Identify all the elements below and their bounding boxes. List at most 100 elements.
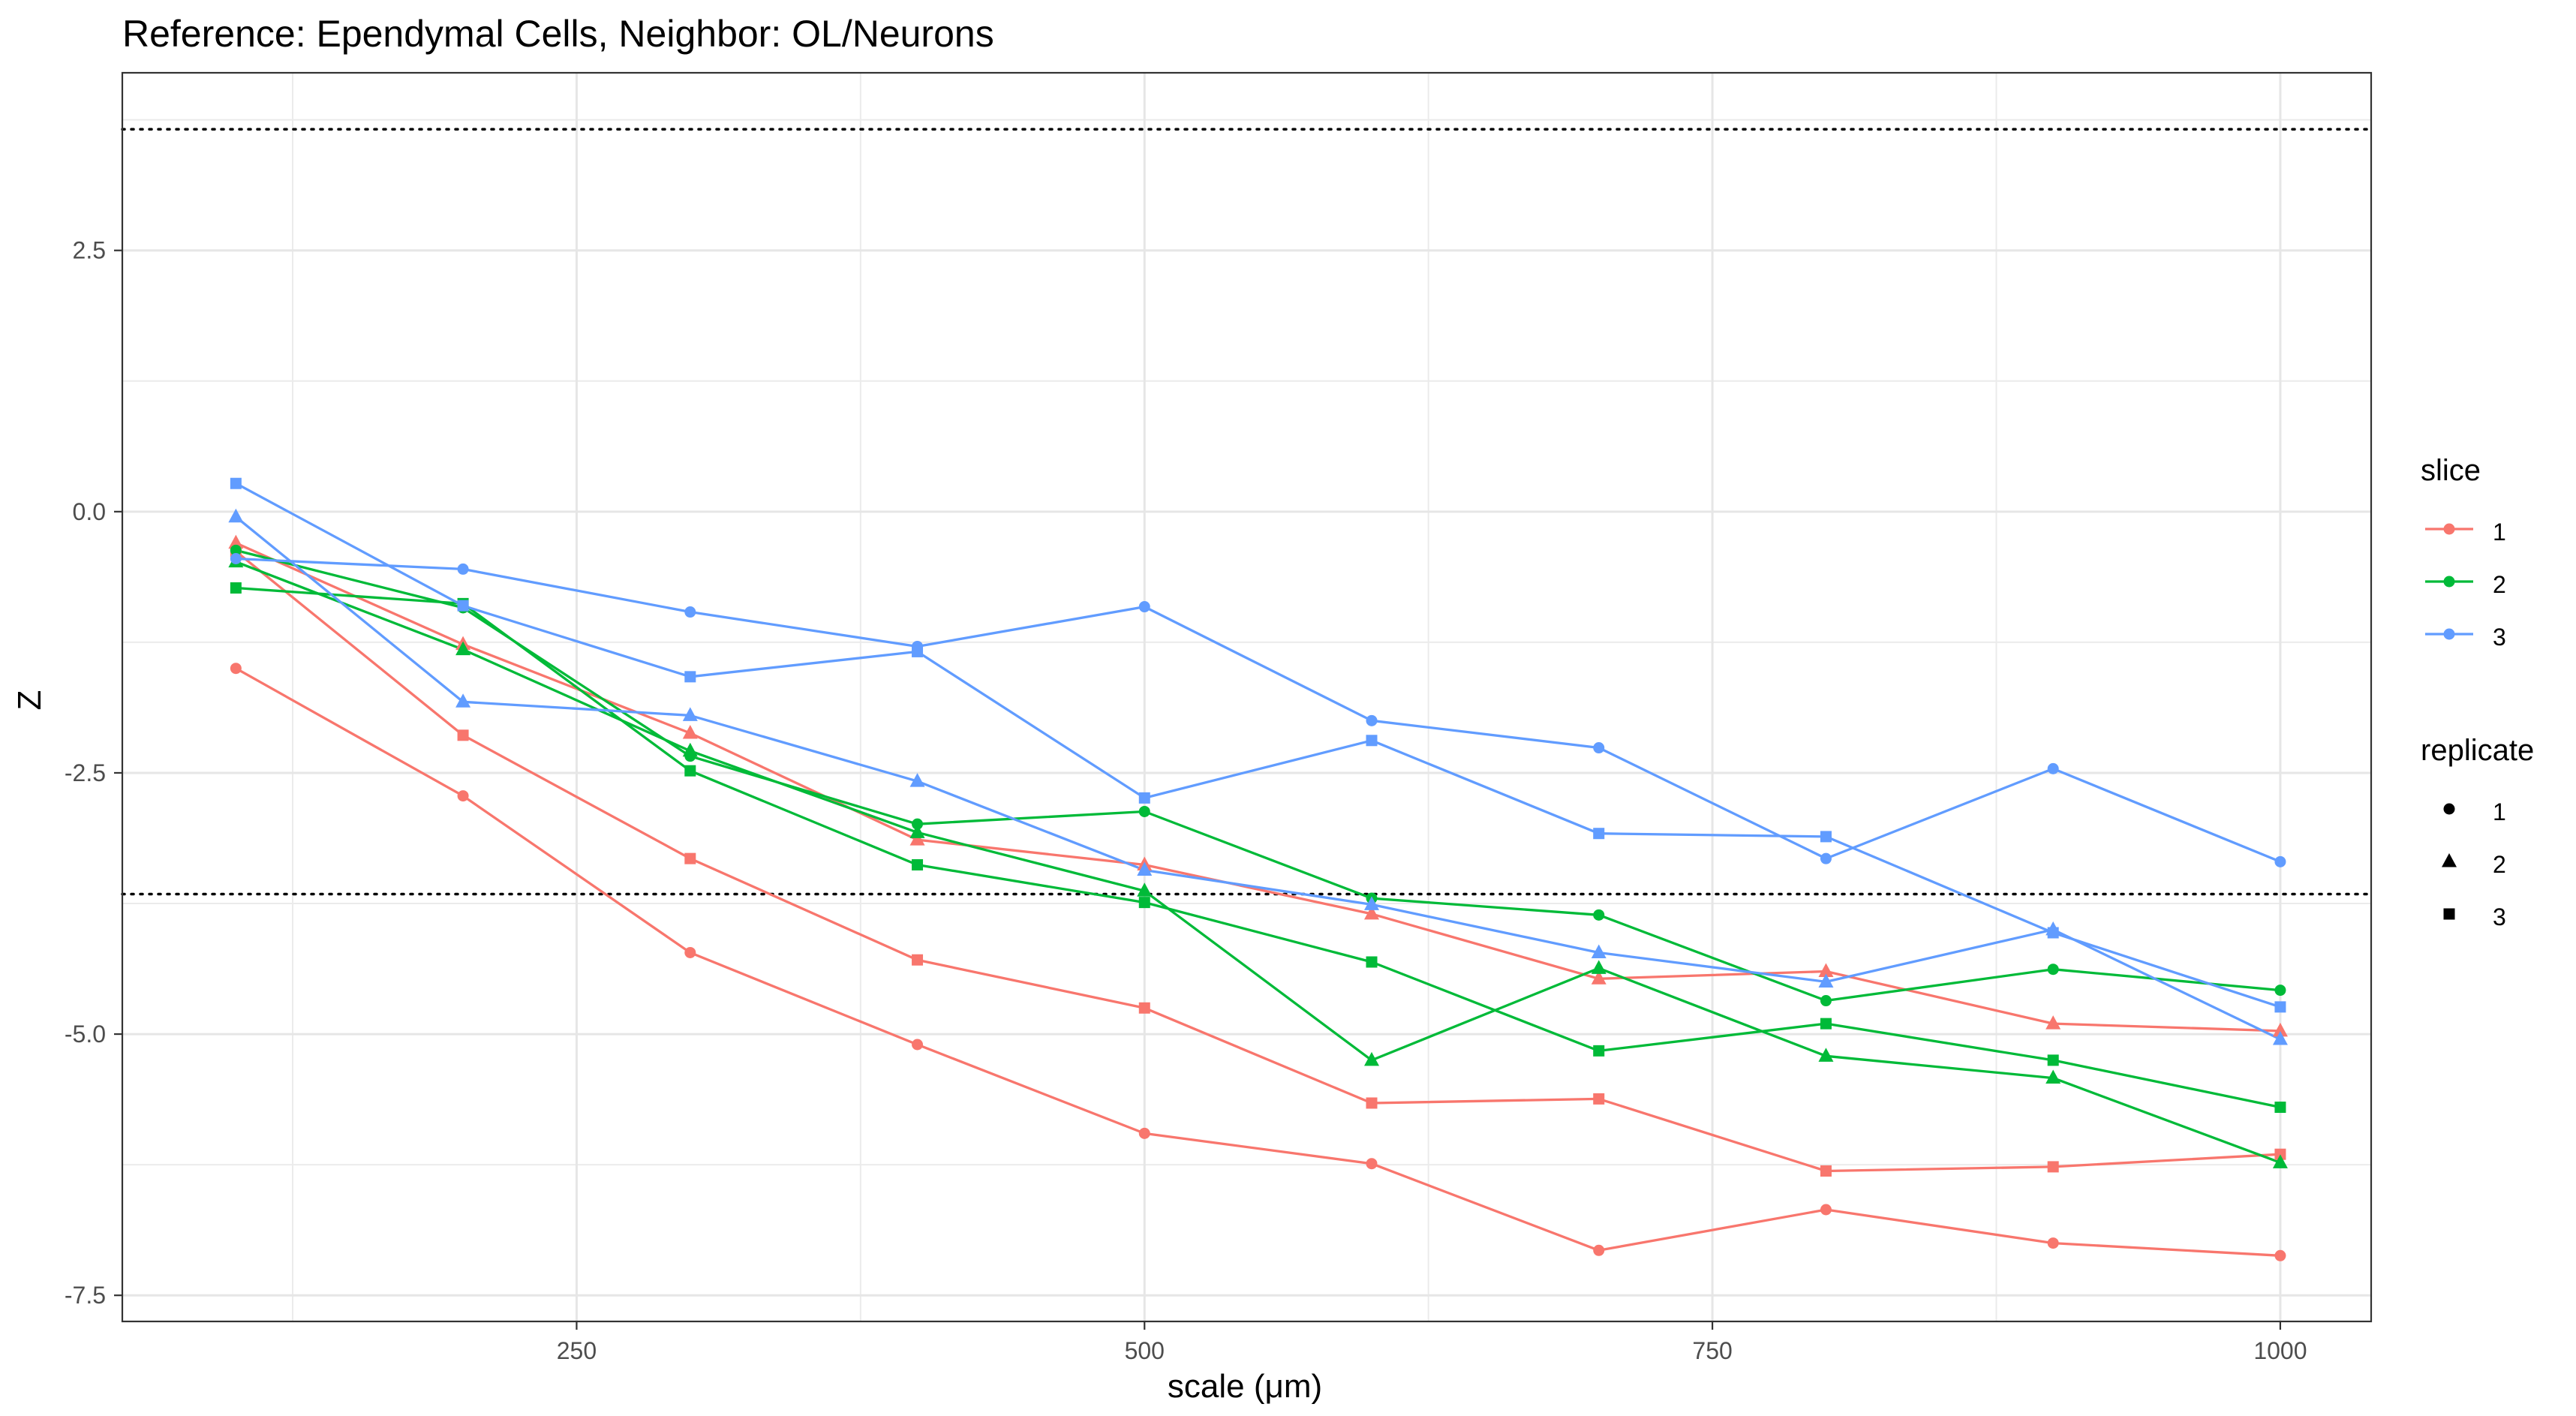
data-point-slice1-rep3 <box>2047 1161 2059 1173</box>
x-tick-label: 500 <box>1125 1337 1165 1364</box>
data-point-slice2-rep2 <box>2272 1154 2288 1168</box>
data-point-slice1-rep1 <box>1593 1244 1605 1256</box>
data-point-slice3-rep3 <box>1138 792 1150 804</box>
data-point-slice3-rep3 <box>1820 831 1832 843</box>
legend-slice-label-1: 1 <box>2493 519 2506 546</box>
y-axis-label: Z <box>11 690 48 711</box>
series-points <box>228 477 2288 1261</box>
data-point-slice3-rep2 <box>682 707 698 721</box>
series-line-slice3-rep2 <box>235 516 2281 1041</box>
legend-slice: slice 1 2 3 <box>2421 454 2506 651</box>
data-point-slice1-rep3 <box>1366 1097 1378 1109</box>
data-point-slice3-rep2 <box>1364 896 1379 910</box>
data-point-slice1-rep2 <box>682 725 698 739</box>
data-point-slice2-rep1 <box>2274 985 2286 997</box>
chart-title: Reference: Ependymal Cells, Neighbor: OL… <box>122 13 994 55</box>
data-point-slice2-rep2 <box>682 742 698 757</box>
x-tick-label: 1000 <box>2253 1337 2307 1364</box>
minor-gridlines <box>122 73 2371 1321</box>
series-line-slice3-rep1 <box>236 557 2281 863</box>
legend-slice-key-point-2 <box>2443 576 2455 588</box>
data-point-slice1-rep2 <box>1818 963 1834 978</box>
panel-background <box>122 73 2371 1321</box>
data-point-slice2-rep1 <box>1138 805 1150 817</box>
legend-replicate-label-3: 3 <box>2493 903 2506 930</box>
series-line-slice3-rep3 <box>235 482 2281 1009</box>
data-point-slice1-rep1 <box>684 946 696 958</box>
legend-slice-key-point-3 <box>2443 628 2455 640</box>
data-point-slice3-rep2 <box>455 693 471 708</box>
legend-slice-title: slice <box>2421 454 2481 487</box>
data-point-slice3-rep1 <box>684 606 696 618</box>
data-point-slice3-rep3 <box>2274 1001 2286 1013</box>
x-tick-label: 250 <box>557 1337 597 1364</box>
data-point-slice2-rep3 <box>684 765 696 777</box>
data-point-slice3-rep1 <box>2047 762 2059 774</box>
data-point-slice3-rep1 <box>1138 601 1150 613</box>
data-point-slice1-rep2 <box>2272 1022 2288 1037</box>
legend-slice-label-3: 3 <box>2493 624 2506 651</box>
data-point-slice2-rep3 <box>2047 1054 2059 1066</box>
y-tick-label: 0.0 <box>73 498 106 525</box>
data-point-slice3-rep2 <box>1137 861 1153 876</box>
data-point-slice1-rep1 <box>1366 1158 1378 1170</box>
y-tick-label: 2.5 <box>73 237 106 264</box>
data-point-slice1-rep1 <box>2047 1237 2059 1249</box>
legend-slice-keys <box>2425 523 2473 640</box>
x-axis-label: scale (μm) <box>1168 1368 1322 1405</box>
data-point-slice3-rep1 <box>457 563 469 575</box>
series-line-slice1-rep2 <box>235 542 2280 1033</box>
data-point-slice2-rep3 <box>230 582 242 594</box>
x-axis: 250 500 750 1000 <box>557 1321 2307 1364</box>
data-point-slice2-rep3 <box>1366 956 1378 968</box>
series-line-slice1-rep1 <box>235 667 2280 1257</box>
data-point-slice3-rep3 <box>1366 735 1378 747</box>
data-point-slice1-rep1 <box>2274 1249 2286 1261</box>
data-point-slice1-rep2 <box>909 831 925 846</box>
y-tick-label: -5.0 <box>65 1021 106 1048</box>
legend-replicate-keys <box>2442 803 2457 920</box>
series-line-slice2-rep1 <box>235 549 2281 1003</box>
data-point-slice3-rep3 <box>2047 927 2059 939</box>
data-point-slice3-rep1 <box>230 552 242 564</box>
panel-border <box>121 71 2373 1323</box>
reference-lines <box>121 128 2373 896</box>
data-point-slice1-rep3 <box>1593 1093 1605 1105</box>
data-point-slice1-rep3 <box>912 954 924 966</box>
data-point-slice2-rep3 <box>2274 1102 2286 1114</box>
data-point-slice3-rep1 <box>1820 852 1832 864</box>
data-point-slice1-rep1 <box>1138 1127 1150 1139</box>
data-point-slice2-rep1 <box>1593 909 1605 921</box>
data-point-slice2-rep2 <box>1364 1051 1379 1066</box>
data-point-slice3-rep3 <box>1593 828 1605 840</box>
data-point-slice1-rep3 <box>2274 1148 2286 1160</box>
legend-slice-key-point-1 <box>2443 523 2455 535</box>
data-point-slice2-rep1 <box>912 818 924 830</box>
data-point-slice3-rep2 <box>909 773 925 787</box>
data-point-slice3-rep2 <box>1818 973 1834 988</box>
legend-replicate-key-1 <box>2443 803 2455 815</box>
data-point-slice1-rep1 <box>912 1039 924 1051</box>
data-point-slice1-rep2 <box>228 534 244 549</box>
data-point-slice1-rep2 <box>1364 905 1379 920</box>
data-point-slice2-rep3 <box>912 858 924 870</box>
data-point-slice2-rep3 <box>1138 897 1150 909</box>
data-point-slice3-rep2 <box>2272 1031 2288 1045</box>
data-point-slice2-rep3 <box>1593 1045 1605 1057</box>
legend-replicate-key-3 <box>2443 908 2455 920</box>
legend-replicate-label-1: 1 <box>2493 798 2506 825</box>
data-point-slice2-rep1 <box>2047 964 2059 976</box>
data-point-slice3-rep3 <box>684 671 696 683</box>
data-point-slice1-rep3 <box>1820 1165 1832 1177</box>
data-point-slice1-rep3 <box>457 729 469 741</box>
major-gridlines <box>122 73 2371 1321</box>
legend-replicate: replicate 1 2 3 <box>2421 734 2534 930</box>
data-point-slice1-rep2 <box>2045 1015 2061 1030</box>
data-point-slice3-rep1 <box>2274 855 2286 867</box>
data-point-slice2-rep2 <box>455 641 471 656</box>
data-point-slice2-rep2 <box>1818 1048 1834 1062</box>
data-point-slice1-rep3 <box>684 852 696 864</box>
data-point-slice3-rep2 <box>1591 944 1607 958</box>
series-line-slice2-rep3 <box>236 586 2281 1109</box>
legend: slice 1 2 3 replicate 1 2 3 <box>2421 454 2534 930</box>
